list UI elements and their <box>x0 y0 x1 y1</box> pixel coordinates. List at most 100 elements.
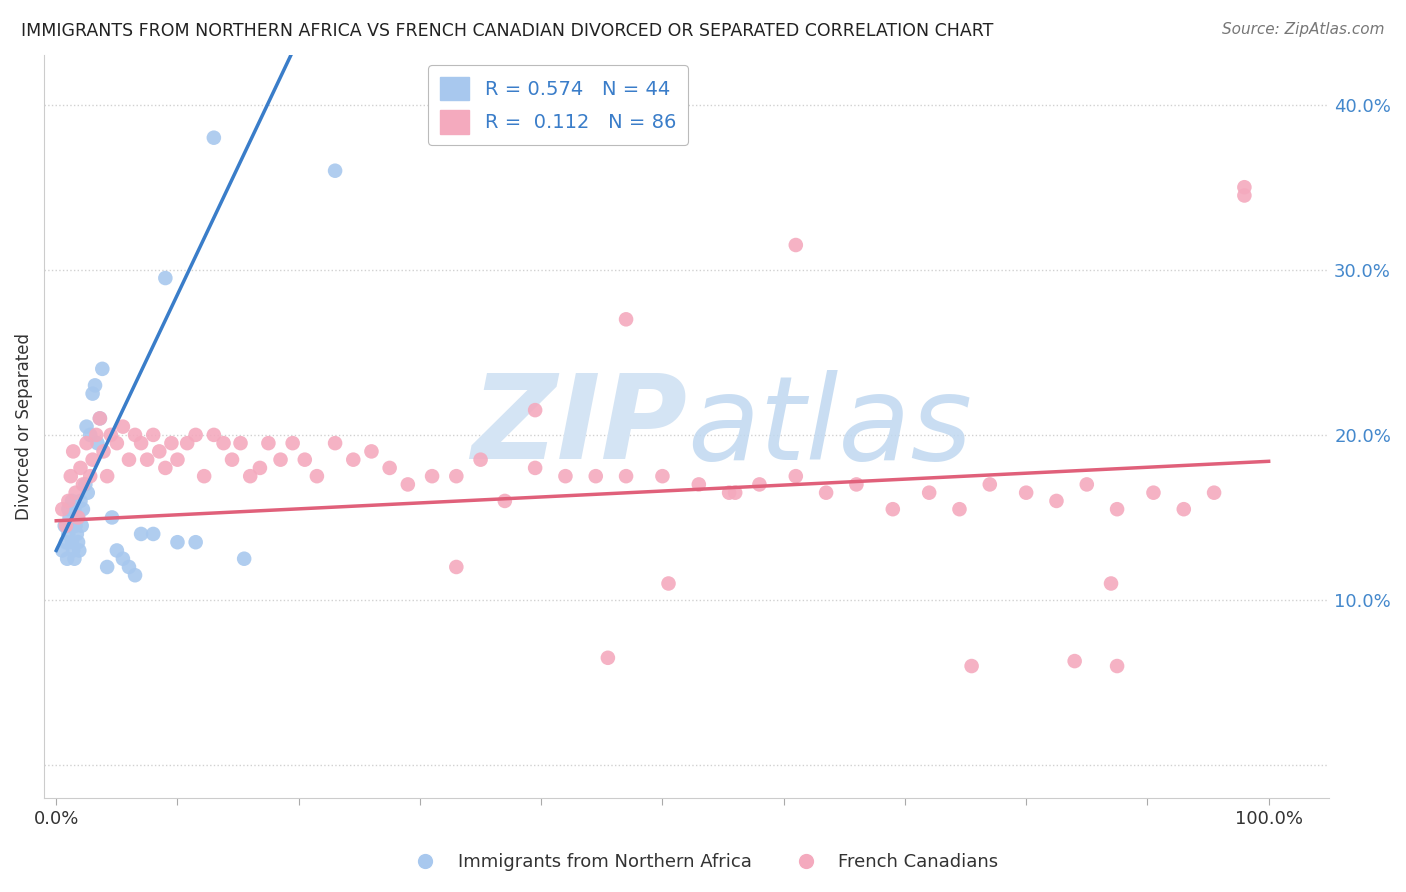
Point <box>142 527 165 541</box>
Point <box>1107 502 1129 516</box>
Point <box>1076 477 1098 491</box>
Text: atlas: atlas <box>686 369 972 483</box>
Point <box>342 452 364 467</box>
Point <box>84 428 107 442</box>
Point <box>142 428 165 442</box>
Point <box>294 452 316 467</box>
Point <box>1099 576 1122 591</box>
Point <box>55 535 77 549</box>
Point <box>160 436 183 450</box>
Point <box>136 452 159 467</box>
Point <box>67 510 90 524</box>
Point <box>51 543 73 558</box>
Point <box>58 494 80 508</box>
Point <box>554 469 576 483</box>
Point <box>82 452 104 467</box>
Point <box>53 518 76 533</box>
Point <box>524 461 547 475</box>
Point <box>1045 494 1067 508</box>
Point <box>420 469 443 483</box>
Point <box>688 477 710 491</box>
Point <box>67 543 90 558</box>
Point <box>86 436 108 450</box>
Point <box>166 452 188 467</box>
Point <box>59 469 82 483</box>
Point <box>58 510 80 524</box>
Point <box>785 238 807 252</box>
Point <box>323 163 346 178</box>
Point <box>281 436 304 450</box>
Point <box>105 436 128 450</box>
Point <box>748 477 770 491</box>
Point <box>724 485 747 500</box>
Point <box>82 386 104 401</box>
Point <box>446 469 468 483</box>
Point <box>323 436 346 450</box>
Point <box>155 271 177 285</box>
Point <box>651 469 673 483</box>
Point <box>494 494 516 508</box>
Point <box>76 485 98 500</box>
Point <box>166 535 188 549</box>
Point <box>93 444 115 458</box>
Point <box>76 419 98 434</box>
Point <box>1142 485 1164 500</box>
Point <box>1107 659 1129 673</box>
Point <box>845 477 868 491</box>
Point <box>70 518 93 533</box>
Point <box>979 477 1001 491</box>
Point <box>918 485 941 500</box>
Point <box>446 560 468 574</box>
Point <box>69 461 91 475</box>
Point <box>470 452 492 467</box>
Point <box>124 568 146 582</box>
Point <box>118 560 141 574</box>
Point <box>63 502 86 516</box>
Point <box>79 428 101 442</box>
Point <box>585 469 607 483</box>
Point <box>815 485 838 500</box>
Point <box>718 485 741 500</box>
Point <box>89 411 111 425</box>
Point <box>202 428 225 442</box>
Point <box>111 551 134 566</box>
Point <box>124 428 146 442</box>
Point <box>221 452 243 467</box>
Point <box>184 428 207 442</box>
Point <box>1204 485 1226 500</box>
Text: IMMIGRANTS FROM NORTHERN AFRICA VS FRENCH CANADIAN DIVORCED OR SEPARATED CORRELA: IMMIGRANTS FROM NORTHERN AFRICA VS FRENC… <box>21 22 994 40</box>
Point <box>51 502 73 516</box>
Point <box>67 535 90 549</box>
Point <box>62 444 84 458</box>
Point <box>89 411 111 425</box>
Point <box>105 543 128 558</box>
Point <box>212 436 235 450</box>
Point <box>58 527 80 541</box>
Point <box>229 436 252 450</box>
Point <box>305 469 328 483</box>
Point <box>60 535 83 549</box>
Point <box>84 378 107 392</box>
Point <box>614 312 637 326</box>
Text: ZIP: ZIP <box>471 369 686 484</box>
Point <box>360 444 382 458</box>
Point <box>129 436 152 450</box>
Point <box>69 494 91 508</box>
Point <box>948 502 970 516</box>
Point <box>155 461 177 475</box>
Point <box>1233 188 1256 202</box>
Point <box>257 436 280 450</box>
Point <box>233 551 256 566</box>
Point <box>60 494 83 508</box>
Point <box>55 518 77 533</box>
Point <box>184 535 207 549</box>
Point <box>785 469 807 483</box>
Point <box>1063 654 1085 668</box>
Point <box>1233 180 1256 194</box>
Point <box>239 469 262 483</box>
Point <box>176 436 198 450</box>
Point <box>129 527 152 541</box>
Y-axis label: Divorced or Separated: Divorced or Separated <box>15 333 32 520</box>
Point <box>72 502 94 516</box>
Text: Source: ZipAtlas.com: Source: ZipAtlas.com <box>1222 22 1385 37</box>
